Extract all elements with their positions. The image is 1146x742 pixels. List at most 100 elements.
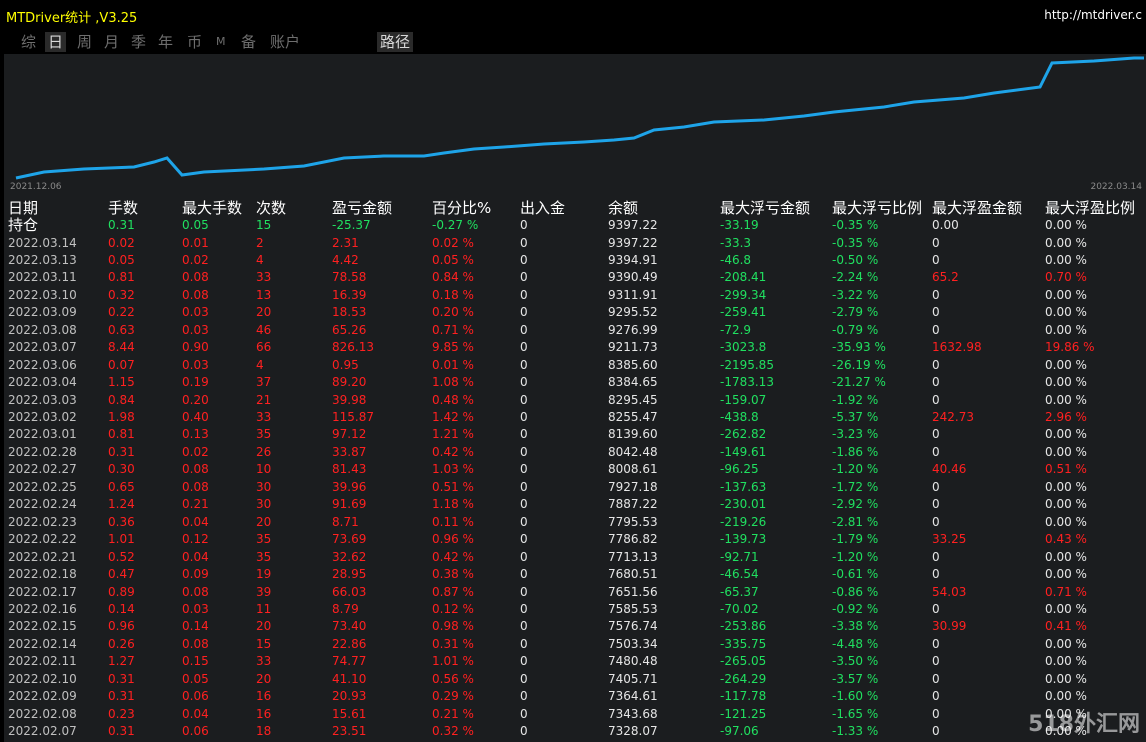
table-cell: 41.10 — [332, 671, 367, 686]
table-row[interactable]: 2022.03.03 0.84 0.20 21 39.98 0.48 % 0 8295.45 -… — [4, 392, 1146, 410]
table-row[interactable]: 2022.03.14 0.02 0.01 2 2.31 0.02 % 0 9397.22 -33… — [4, 235, 1146, 253]
table-cell: 0 — [520, 601, 528, 616]
table-cell: 97.12 — [332, 427, 367, 442]
table-cell: 19 — [256, 567, 272, 582]
table-cell: 0 — [932, 305, 940, 320]
table-cell: 23.51 — [332, 724, 367, 739]
table-cell: 4.42 — [332, 252, 359, 267]
table-cell: 0.05 — [108, 252, 135, 267]
table-cell: 0 — [520, 636, 528, 651]
table-cell: 9390.49 — [608, 270, 658, 285]
table-row[interactable]: 2022.03.06 0.07 0.03 4 0.95 0.01 % 0 8385.60 -21… — [4, 357, 1146, 375]
table-row[interactable]: 2022.02.18 0.47 0.09 19 28.95 0.38 % 0 7680.51 -… — [4, 566, 1146, 584]
table-cell: 8042.48 — [608, 444, 658, 459]
table-cell: 0.95 — [332, 357, 359, 372]
table-cell: 0 — [932, 706, 940, 721]
table-cell: 0 — [520, 462, 528, 477]
table-row[interactable]: 2022.02.15 0.96 0.14 20 73.40 0.98 % 0 7576.74 -… — [4, 618, 1146, 636]
table-cell: 0.26 — [108, 636, 135, 651]
balance-curve — [15, 56, 1144, 180]
site-link[interactable]: http://mtdriver.c — [1044, 8, 1142, 22]
table-row[interactable]: 2022.03.08 0.63 0.03 46 65.26 0.71 % 0 9276.99 -… — [4, 322, 1146, 340]
table-cell: 8.44 — [108, 340, 135, 355]
table-cell: 2022.02.27 — [8, 462, 77, 477]
table-row[interactable]: 2022.02.09 0.31 0.06 16 20.93 0.29 % 0 7364.61 -… — [4, 688, 1146, 706]
table-cell: 2022.03.08 — [8, 322, 77, 337]
table-cell: 8.79 — [332, 601, 359, 616]
table-cell: 0.32 % — [432, 724, 474, 739]
table-row[interactable]: 2022.02.08 0.23 0.04 16 15.61 0.21 % 0 7343.68 -… — [4, 706, 1146, 724]
table-row[interactable]: 2022.02.24 1.24 0.21 30 91.69 1.18 % 0 7887.22 -… — [4, 496, 1146, 514]
tab-8[interactable]: 备 — [241, 33, 257, 51]
table-cell: 0 — [932, 601, 940, 616]
table-cell: 19.86 % — [1045, 340, 1095, 355]
table-row[interactable]: 2022.03.10 0.32 0.08 13 16.39 0.18 % 0 9311.91 -… — [4, 287, 1146, 305]
table-cell: -0.50 % — [832, 252, 879, 267]
table-cell: 7887.22 — [608, 497, 658, 512]
tab-9[interactable]: 账户 — [270, 33, 301, 51]
table-cell: 20 — [256, 671, 272, 686]
tab-6[interactable]: 币 — [187, 33, 203, 51]
tab-3[interactable]: 月 — [104, 33, 120, 51]
table-row[interactable]: 2022.02.16 0.14 0.03 11 8.79 0.12 % 0 7585.53 -7… — [4, 601, 1146, 619]
table-cell: 2022.02.24 — [8, 497, 77, 512]
table-row[interactable]: 2022.02.14 0.26 0.08 15 22.86 0.31 % 0 7503.34 -… — [4, 636, 1146, 654]
holding-balance: 9397.22 — [608, 218, 658, 232]
table-row[interactable]: 2022.03.07 8.44 0.90 66 826.13 9.85 % 0 9211.73… — [4, 339, 1146, 357]
table-cell: -1.20 % — [832, 549, 879, 564]
table-cell: 7786.82 — [608, 532, 658, 547]
table-cell: 0.29 % — [432, 689, 474, 704]
balance-line-chart — [15, 56, 1144, 180]
table-cell: 0.81 — [108, 427, 135, 442]
table-cell: 0 — [932, 636, 940, 651]
table-cell: 0 — [520, 724, 528, 739]
table-row[interactable]: 2022.03.02 1.98 0.40 33 115.87 1.42 % 0 8255.47… — [4, 409, 1146, 427]
table-cell: 0.02 — [108, 235, 135, 250]
tab-0[interactable]: 综 — [21, 33, 37, 51]
table-cell: 0 — [932, 654, 940, 669]
table-cell: -0.35 % — [832, 235, 879, 250]
table-cell: 20 — [256, 305, 272, 320]
table-row[interactable]: 2022.03.04 1.15 0.19 37 89.20 1.08 % 0 8384.65 -… — [4, 374, 1146, 392]
table-row[interactable]: 2022.02.28 0.31 0.02 26 33.87 0.42 % 0 8042.48 -… — [4, 444, 1146, 462]
tab-10[interactable]: 路径 — [377, 32, 414, 52]
table-cell: 0 — [520, 514, 528, 529]
table-row[interactable]: 2022.03.09 0.22 0.03 20 18.53 0.20 % 0 9295.52 -… — [4, 304, 1146, 322]
tab-1[interactable]: 日 — [45, 32, 67, 52]
table-row[interactable]: 2022.02.10 0.31 0.05 20 41.10 0.56 % 0 7405.71 -… — [4, 671, 1146, 689]
table-row[interactable]: 2022.02.23 0.36 0.04 20 8.71 0.11 % 0 7795.53 -2… — [4, 514, 1146, 532]
table-cell: 2022.02.11 — [8, 654, 77, 669]
table-cell: 35 — [256, 427, 272, 442]
table-row[interactable]: 2022.02.17 0.89 0.08 39 66.03 0.87 % 0 7651.56 -… — [4, 584, 1146, 602]
table-cell: -121.25 — [720, 706, 767, 721]
table-row[interactable]: 2022.02.22 1.01 0.12 35 73.69 0.96 % 0 7786.82 -… — [4, 531, 1146, 549]
table-cell: 9276.99 — [608, 322, 658, 337]
table-cell: 0 — [520, 532, 528, 547]
tab-7[interactable]: M — [216, 35, 226, 48]
tab-5[interactable]: 年 — [158, 33, 174, 51]
table-row[interactable]: 2022.03.11 0.81 0.08 33 78.58 0.84 % 0 9390.49 -… — [4, 269, 1146, 287]
table-cell: 2022.03.11 — [8, 270, 77, 285]
table-row[interactable]: 2022.03.13 0.05 0.02 4 4.42 0.05 % 0 9394.91 -46… — [4, 252, 1146, 270]
table-cell: 0.00 % — [1045, 671, 1087, 686]
table-row[interactable]: 2022.03.01 0.81 0.13 35 97.12 1.21 % 0 8139.60 -… — [4, 426, 1146, 444]
table-cell: 0.13 — [182, 427, 209, 442]
table-row[interactable]: 2022.02.11 1.27 0.15 33 74.77 1.01 % 0 7480.48 -… — [4, 653, 1146, 671]
table-cell: -1.92 % — [832, 392, 879, 407]
table-cell: 0.14 — [182, 619, 209, 634]
table-cell: 1.27 — [108, 654, 135, 669]
table-row[interactable]: 2022.02.21 0.52 0.04 35 32.62 0.42 % 0 7713.13 -… — [4, 549, 1146, 567]
table-cell: 0 — [520, 252, 528, 267]
table-row[interactable]: 2022.02.25 0.65 0.08 30 39.96 0.51 % 0 7927.18 -… — [4, 479, 1146, 497]
tab-2[interactable]: 周 — [77, 33, 93, 51]
chart-start-date: 2021.12.06 — [10, 182, 62, 192]
table-row[interactable]: 2022.02.27 0.30 0.08 10 81.43 1.03 % 0 8008.61 -… — [4, 461, 1146, 479]
table-cell: 20 — [256, 514, 272, 529]
table-cell: 2022.02.16 — [8, 601, 77, 616]
tab-4[interactable]: 季 — [131, 33, 147, 51]
table-cell: 0 — [520, 392, 528, 407]
table-cell: 0 — [520, 479, 528, 494]
table-cell: 39.98 — [332, 392, 367, 407]
table-row[interactable]: 2022.02.07 0.31 0.06 18 23.51 0.32 % 0 7328.07 -… — [4, 723, 1146, 741]
table-cell: 0.31 % — [432, 636, 474, 651]
